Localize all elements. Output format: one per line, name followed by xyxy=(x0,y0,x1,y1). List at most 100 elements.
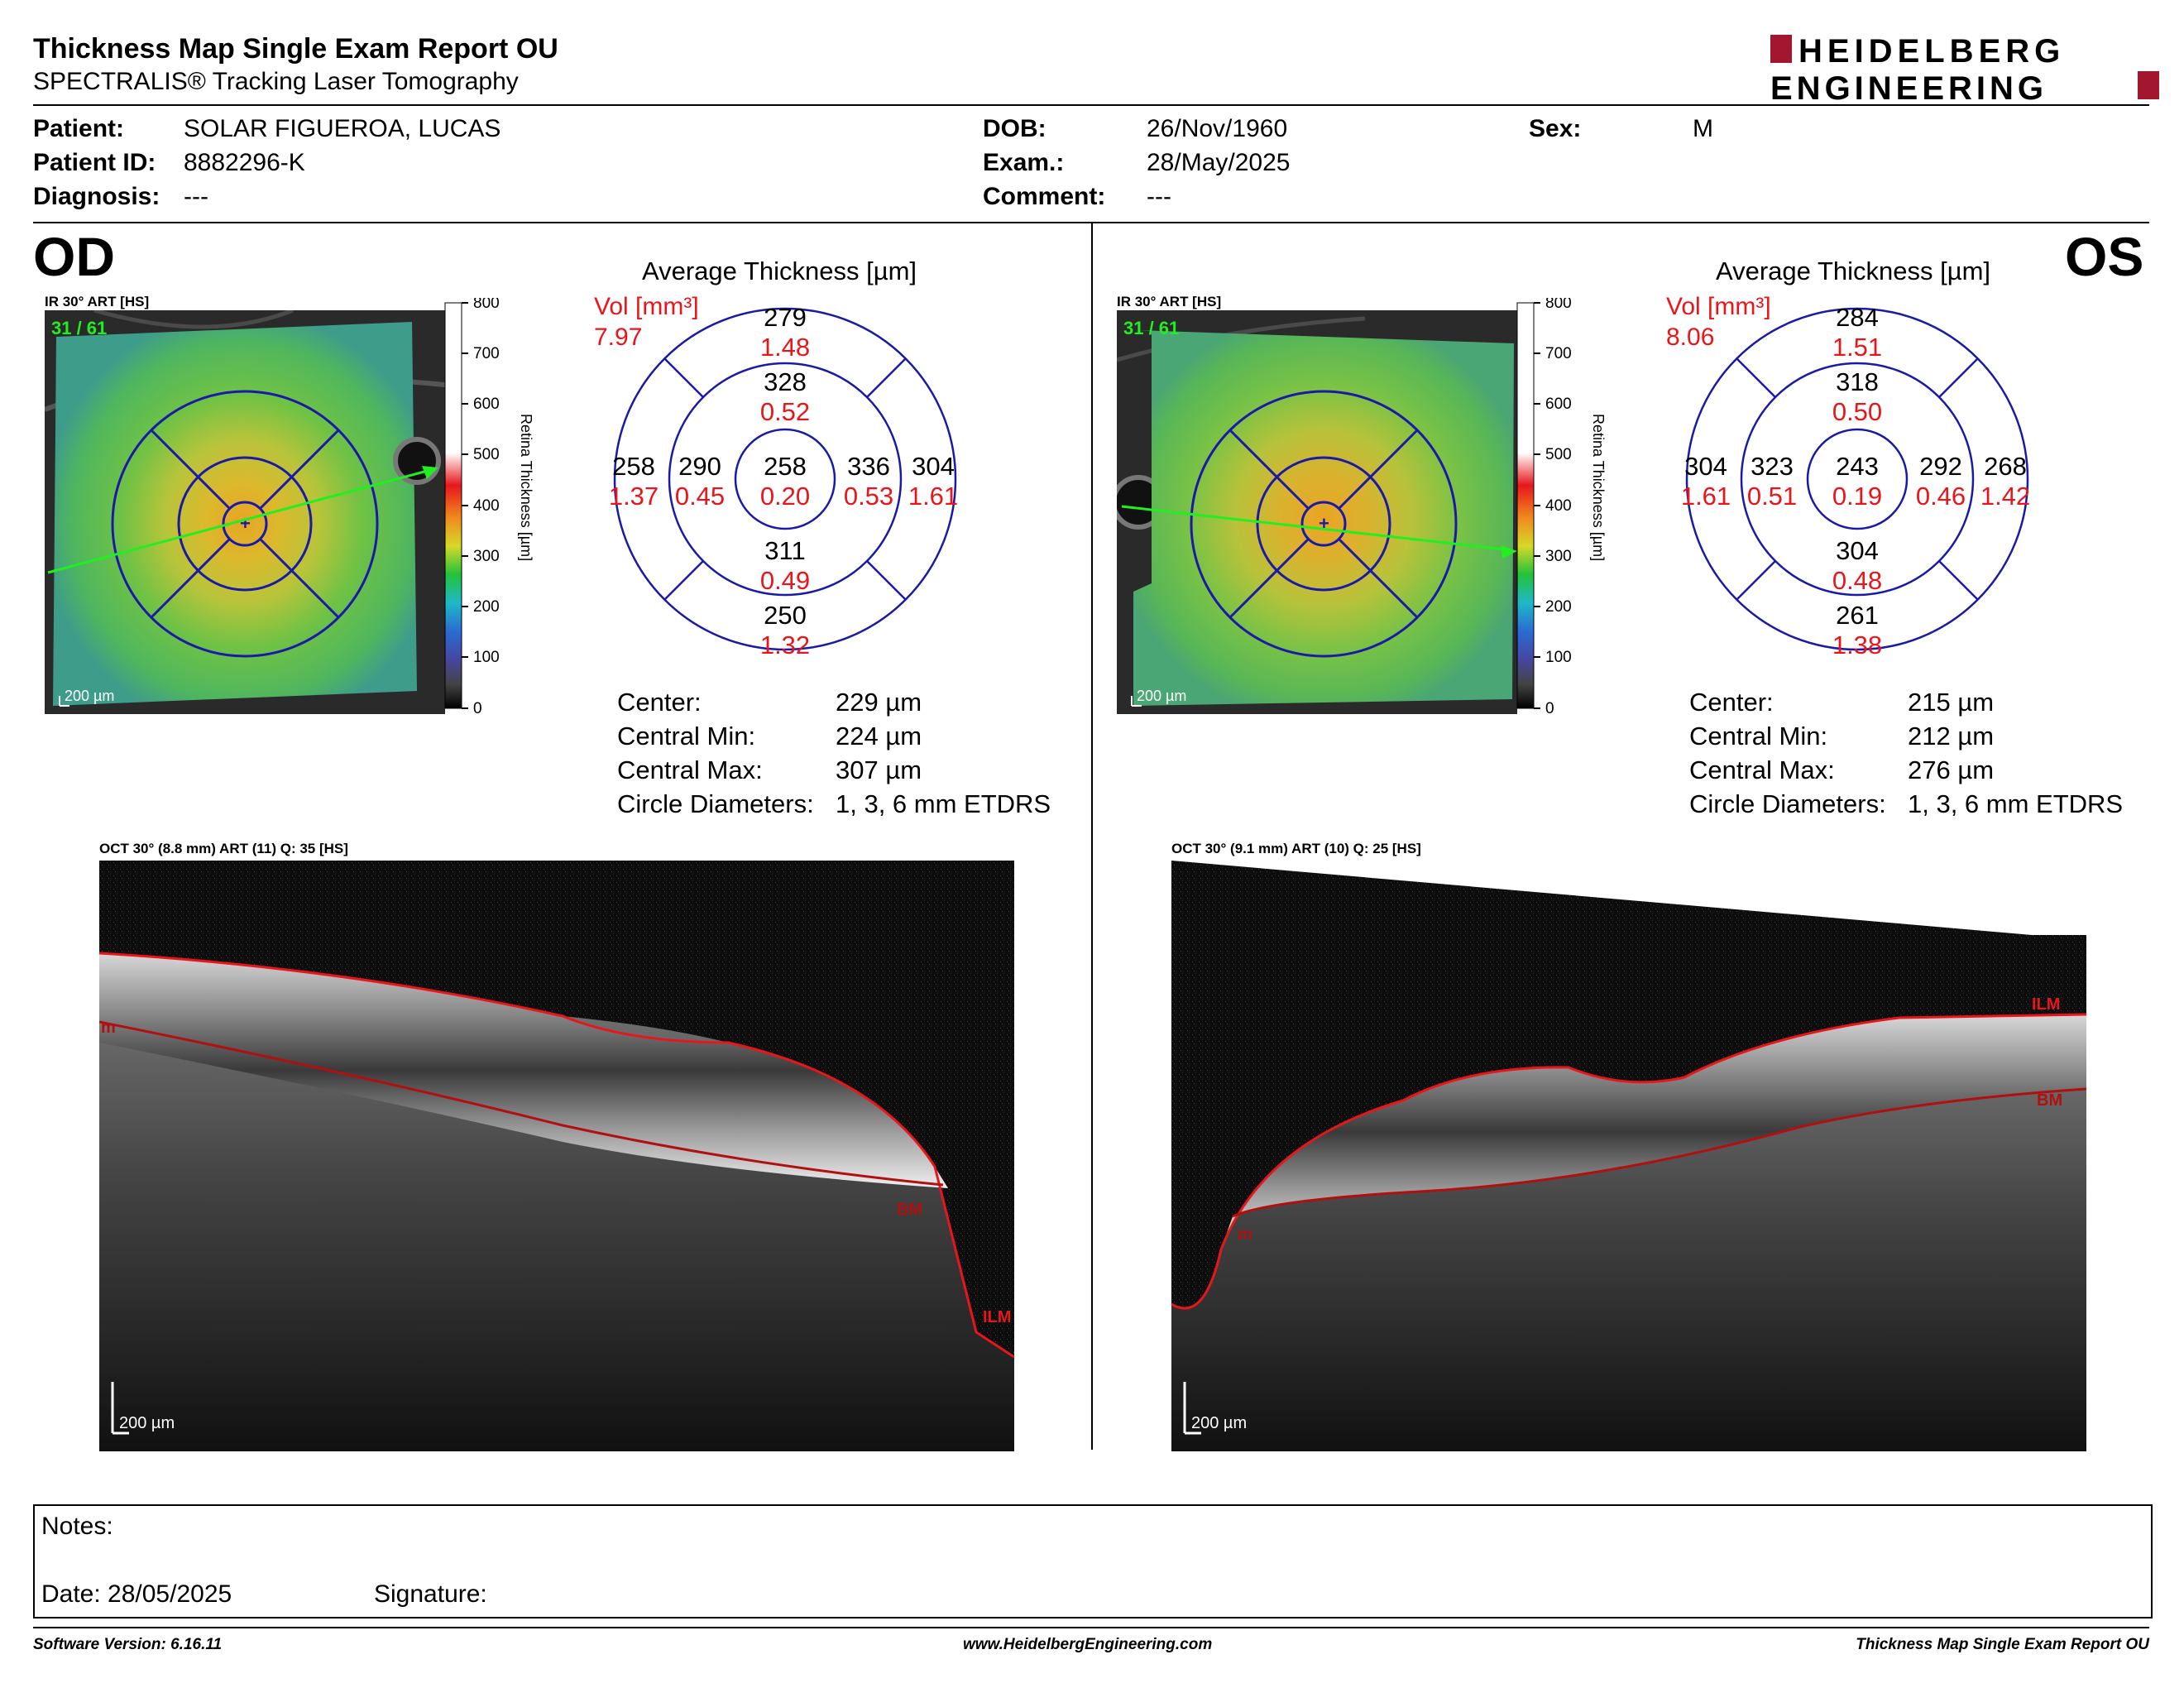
patient-label: Patient: xyxy=(33,115,125,142)
os-inner-bottom-thickness: 304 xyxy=(1836,536,1879,565)
os-center-value: 215 µm xyxy=(1908,688,1995,717)
od-oct-header: OCT 30° (8.8 mm) ART (11) Q: 35 [HS] xyxy=(99,841,348,856)
exam-date: 28/May/2025 xyxy=(1147,149,1291,176)
os-cbar-tick: 300 xyxy=(1545,548,1572,565)
os-vol-label: Vol [mm³] xyxy=(1666,293,1771,320)
comment-value: --- xyxy=(1147,183,1171,210)
od-ilm-label: ILM xyxy=(983,1308,1011,1326)
os-outer-top-volume: 1.51 xyxy=(1832,333,1882,362)
eye-label-od: OD xyxy=(33,226,115,287)
od-scan-line xyxy=(47,468,434,574)
od-inner-top-volume: 0.52 xyxy=(760,397,810,426)
notes-box[interactable]: Notes: Date: 28/05/2025 Signature: xyxy=(33,1504,2153,1618)
os-oct-scan: ILM BM m 200 µm xyxy=(1171,861,2086,1451)
footer-report-name: Thickness Map Single Exam Report OU xyxy=(1856,1636,2149,1653)
od-ilm-line xyxy=(99,952,1014,1359)
od-cbar-tick: 500 xyxy=(473,446,500,463)
os-center-label: Center: xyxy=(1689,688,1774,717)
os-cbar-tick: 200 xyxy=(1545,598,1572,616)
od-etdrs-grid xyxy=(111,390,379,658)
od-inner-right-thickness: 336 xyxy=(847,452,890,481)
notes-label: Notes: xyxy=(41,1513,113,1540)
od-inner-bottom-volume: 0.49 xyxy=(760,566,810,595)
website-link[interactable]: www.HeidelbergEngineering.com xyxy=(963,1636,1213,1653)
os-ilm-line xyxy=(1171,1013,2086,1310)
center-divider xyxy=(1091,223,1093,1450)
info-divider xyxy=(33,222,2149,223)
patient-id: 8882296-K xyxy=(184,149,305,176)
od-outer-right-volume: 1.61 xyxy=(908,482,958,511)
sex-value: M xyxy=(1693,115,1713,142)
dob-value: 26/Nov/1960 xyxy=(1147,115,1288,142)
os-ir-header: IR 30° ART [HS] xyxy=(1117,294,1222,309)
od-center-volume: 0.20 xyxy=(760,482,810,511)
os-center-thickness: 243 xyxy=(1836,452,1879,481)
od-frame-counter: 31 / 61 xyxy=(51,318,107,338)
od-inner-left-volume: 0.45 xyxy=(675,482,725,511)
od-min-label: Central Min: xyxy=(617,722,756,750)
od-oct-scale-label: 200 µm xyxy=(119,1414,175,1432)
os-diam-value: 1, 3, 6 mm ETDRS xyxy=(1908,789,2124,818)
comment-label: Comment: xyxy=(983,183,1106,210)
os-ilm-label: ILM xyxy=(2032,995,2060,1014)
os-outer-left-thickness: 304 xyxy=(1684,452,1727,481)
diagnosis-value: --- xyxy=(184,183,208,210)
od-outer-top-thickness: 279 xyxy=(764,303,807,332)
od-ir-header: IR 30° ART [HS] xyxy=(45,294,150,309)
od-m-label: m xyxy=(101,1019,116,1037)
od-vol-total: 7.97 xyxy=(594,324,643,351)
od-inner-bottom-thickness: 311 xyxy=(764,536,805,565)
od-outer-bottom-volume: 1.32 xyxy=(760,631,810,659)
sex-label: Sex: xyxy=(1529,115,1582,142)
os-inner-right-volume: 0.46 xyxy=(1916,482,1966,511)
os-colorbar: 800 700 600 500 400 300 200 100 0 Retina… xyxy=(1516,298,1607,717)
od-bm-line xyxy=(99,1020,944,1187)
od-scale-label: 200 µm xyxy=(65,688,114,704)
od-diam-label: Circle Diameters: xyxy=(617,789,814,818)
os-scan-line xyxy=(1121,505,1513,552)
od-cbar-tick: 200 xyxy=(473,598,500,616)
os-cbar-title: Retina Thickness [µm] xyxy=(1590,414,1607,561)
os-heatmap xyxy=(1133,330,1514,706)
os-thickness-map: + 31 / 61 200 µm xyxy=(1117,310,1517,714)
svg-text:+: + xyxy=(240,513,251,534)
od-inner-top-thickness: 328 xyxy=(764,367,807,396)
os-cbar-tick: 0 xyxy=(1545,700,1554,717)
od-cbar-tick: 0 xyxy=(473,700,482,717)
os-outer-left-volume: 1.61 xyxy=(1681,482,1731,511)
os-inner-top-thickness: 318 xyxy=(1836,367,1879,396)
os-center-volume: 0.19 xyxy=(1832,482,1882,511)
od-thickness-map: + 31 / 61 200 µm xyxy=(45,310,445,714)
os-max-label: Central Max: xyxy=(1689,755,1835,784)
os-etdrs-chart: 284 1.51 318 0.50 304 1.61 323 0.51 243 … xyxy=(1681,303,2030,659)
od-outer-left-thickness: 258 xyxy=(612,452,655,481)
patient-id-label: Patient ID: xyxy=(33,149,156,176)
os-vol-total: 8.06 xyxy=(1666,324,1715,351)
header-divider xyxy=(33,104,2149,106)
od-heatmap xyxy=(53,322,417,706)
heidelberg-logo: HEIDELBERG ENGINEERING xyxy=(1770,33,2159,104)
od-avg-title: Average Thickness [µm] xyxy=(642,257,917,285)
os-inner-bottom-volume: 0.48 xyxy=(1832,566,1882,595)
od-center-label: Center: xyxy=(617,688,702,717)
exam-label: Exam.: xyxy=(983,149,1065,176)
report-subtitle: SPECTRALIS® Tracking Laser Tomography xyxy=(33,68,519,95)
od-colorbar: 800 700 600 500 400 300 200 100 0 Retina… xyxy=(444,298,534,717)
date-label: Date: 28/05/2025 xyxy=(41,1580,232,1608)
os-inner-right-thickness: 292 xyxy=(1919,452,1962,481)
od-cbar-tick: 300 xyxy=(473,548,500,565)
os-outer-top-thickness: 284 xyxy=(1836,303,1879,332)
os-etdrs-grid xyxy=(1190,390,1458,658)
od-bm-label: BM xyxy=(897,1201,922,1219)
od-cbar-tick: 400 xyxy=(473,497,500,515)
diagnosis-label: Diagnosis: xyxy=(33,183,160,210)
od-max-label: Central Max: xyxy=(617,755,763,784)
report-title: Thickness Map Single Exam Report OU xyxy=(33,33,558,65)
od-center-value: 229 µm xyxy=(836,688,922,717)
os-inner-left-volume: 0.51 xyxy=(1747,482,1797,511)
od-vol-label: Vol [mm³] xyxy=(594,293,699,320)
os-min-value: 212 µm xyxy=(1908,722,1995,750)
dob-label: DOB: xyxy=(983,115,1046,142)
os-cbar-tick: 800 xyxy=(1545,298,1572,312)
od-inner-right-volume: 0.53 xyxy=(844,482,893,511)
